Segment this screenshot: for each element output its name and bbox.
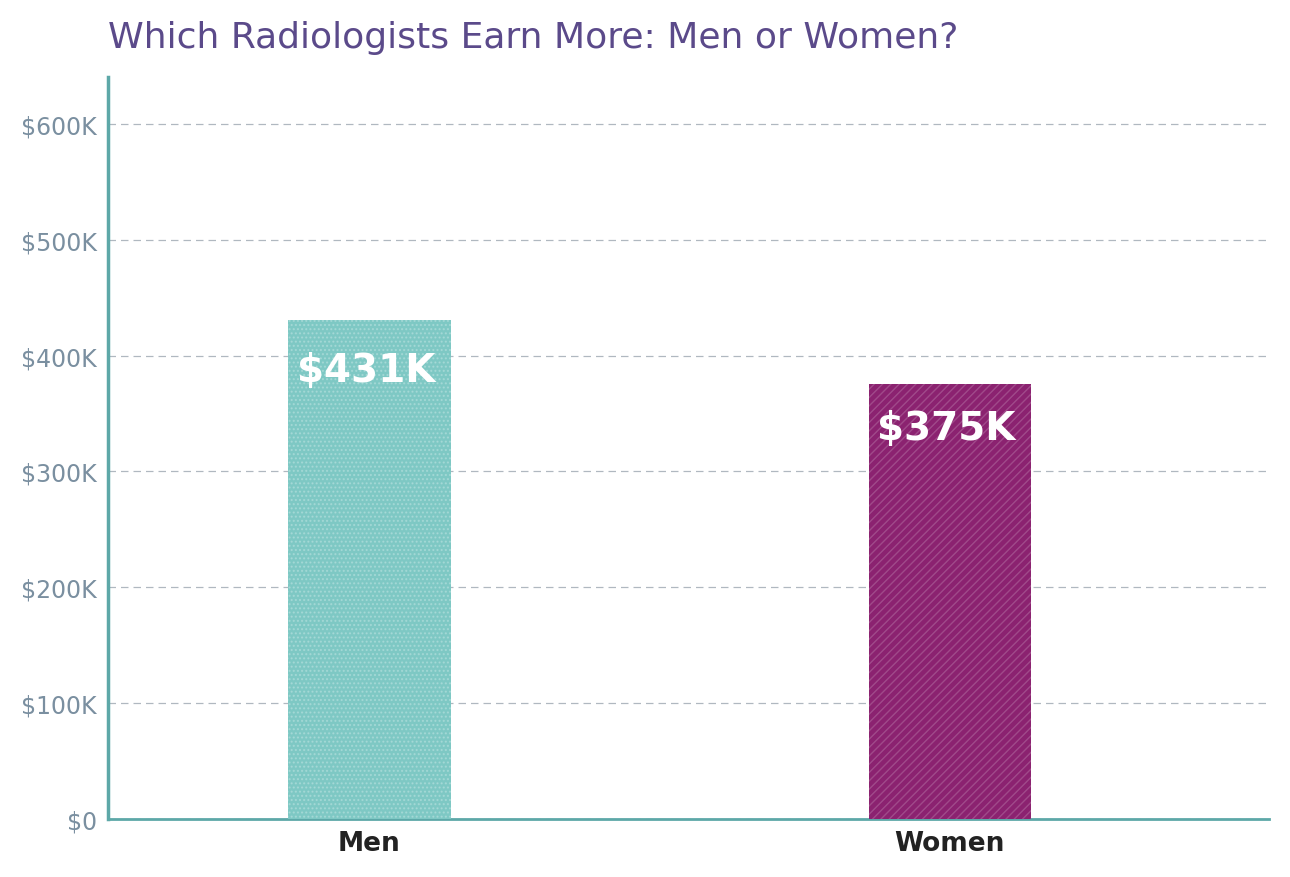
Text: Which Radiologists Earn More: Men or Women?: Which Radiologists Earn More: Men or Wom… xyxy=(108,21,958,54)
Bar xyxy=(868,385,1031,819)
Text: $431K: $431K xyxy=(297,351,435,389)
Text: $375K: $375K xyxy=(877,410,1015,447)
Bar xyxy=(288,320,450,819)
